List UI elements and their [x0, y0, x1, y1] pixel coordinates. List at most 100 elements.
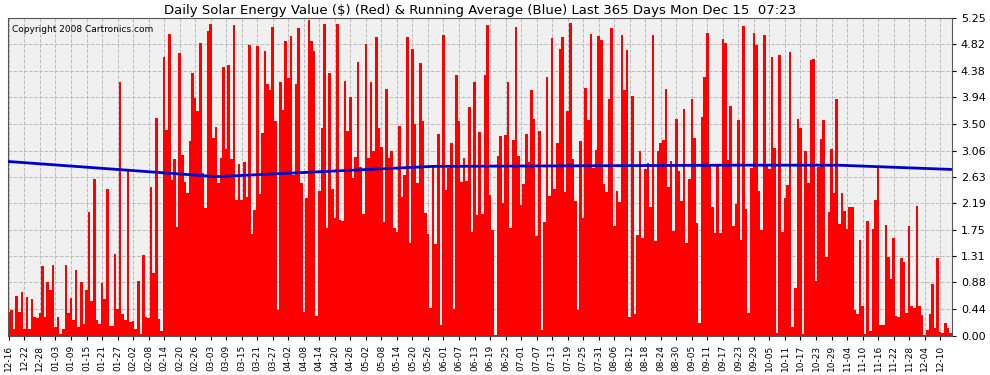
Bar [168, 34, 170, 336]
Bar [706, 33, 709, 336]
Bar [738, 120, 740, 336]
Title: Daily Solar Energy Value ($) (Red) & Running Average (Blue) Last 365 Days Mon De: Daily Solar Energy Value ($) (Red) & Run… [163, 4, 796, 17]
Bar [149, 186, 152, 336]
Bar [215, 127, 217, 336]
Bar [851, 207, 853, 336]
Bar [18, 312, 21, 336]
Bar [282, 110, 284, 336]
Bar [305, 198, 308, 336]
Bar [59, 333, 62, 336]
Bar [548, 196, 550, 336]
Bar [422, 121, 424, 336]
Bar [26, 297, 29, 336]
Bar [600, 40, 603, 336]
Bar [541, 330, 544, 336]
Bar [874, 200, 877, 336]
Bar [233, 25, 236, 336]
Bar [823, 120, 825, 336]
Bar [719, 233, 722, 336]
Bar [670, 161, 672, 336]
Bar [528, 162, 531, 336]
Bar [246, 197, 248, 336]
Bar [861, 306, 864, 336]
Bar [944, 323, 946, 336]
Bar [145, 317, 148, 336]
Bar [639, 151, 642, 336]
Bar [659, 143, 662, 336]
Bar [781, 232, 784, 336]
Bar [592, 168, 595, 336]
Bar [417, 183, 419, 336]
Bar [744, 209, 747, 336]
Bar [157, 319, 160, 336]
Bar [323, 24, 326, 336]
Bar [693, 138, 696, 336]
Bar [54, 327, 56, 336]
Bar [523, 184, 525, 336]
Bar [934, 328, 937, 336]
Bar [258, 194, 261, 336]
Bar [447, 168, 450, 336]
Bar [77, 327, 80, 336]
Bar [409, 243, 411, 336]
Bar [85, 290, 88, 336]
Bar [784, 198, 786, 336]
Bar [42, 266, 44, 336]
Bar [561, 37, 563, 336]
Bar [109, 326, 111, 336]
Bar [556, 143, 558, 336]
Bar [730, 106, 732, 336]
Bar [724, 43, 727, 336]
Bar [621, 35, 624, 336]
Bar [34, 317, 36, 336]
Bar [732, 226, 735, 336]
Bar [939, 332, 941, 336]
Bar [295, 84, 297, 336]
Bar [318, 191, 321, 336]
Bar [228, 65, 230, 336]
Bar [644, 169, 646, 336]
Bar [445, 190, 447, 336]
Bar [946, 328, 949, 336]
Bar [93, 178, 96, 336]
Bar [664, 89, 667, 336]
Bar [23, 328, 26, 336]
Bar [662, 140, 664, 336]
Bar [577, 310, 579, 336]
Bar [266, 84, 269, 336]
Bar [765, 165, 768, 336]
Bar [858, 240, 861, 336]
Bar [680, 201, 683, 336]
Bar [502, 203, 504, 336]
Bar [248, 45, 250, 336]
Bar [377, 128, 380, 336]
Bar [457, 121, 460, 336]
Bar [691, 99, 693, 336]
Bar [786, 185, 789, 336]
Bar [812, 59, 815, 336]
Bar [605, 192, 608, 336]
Bar [631, 96, 634, 336]
Bar [566, 111, 569, 336]
Bar [64, 266, 67, 336]
Bar [137, 281, 140, 336]
Bar [520, 205, 523, 336]
Bar [810, 60, 812, 336]
Bar [760, 230, 763, 336]
Bar [677, 171, 680, 336]
Bar [709, 166, 711, 336]
Bar [683, 109, 685, 336]
Bar [828, 212, 831, 336]
Bar [440, 324, 443, 336]
Bar [88, 212, 90, 336]
Bar [364, 44, 367, 336]
Bar [132, 321, 135, 336]
Bar [274, 121, 276, 336]
Bar [31, 299, 34, 336]
Bar [443, 35, 445, 336]
Bar [284, 41, 287, 336]
Bar [468, 107, 470, 336]
Bar [685, 243, 688, 336]
Bar [372, 152, 375, 336]
Bar [414, 124, 417, 336]
